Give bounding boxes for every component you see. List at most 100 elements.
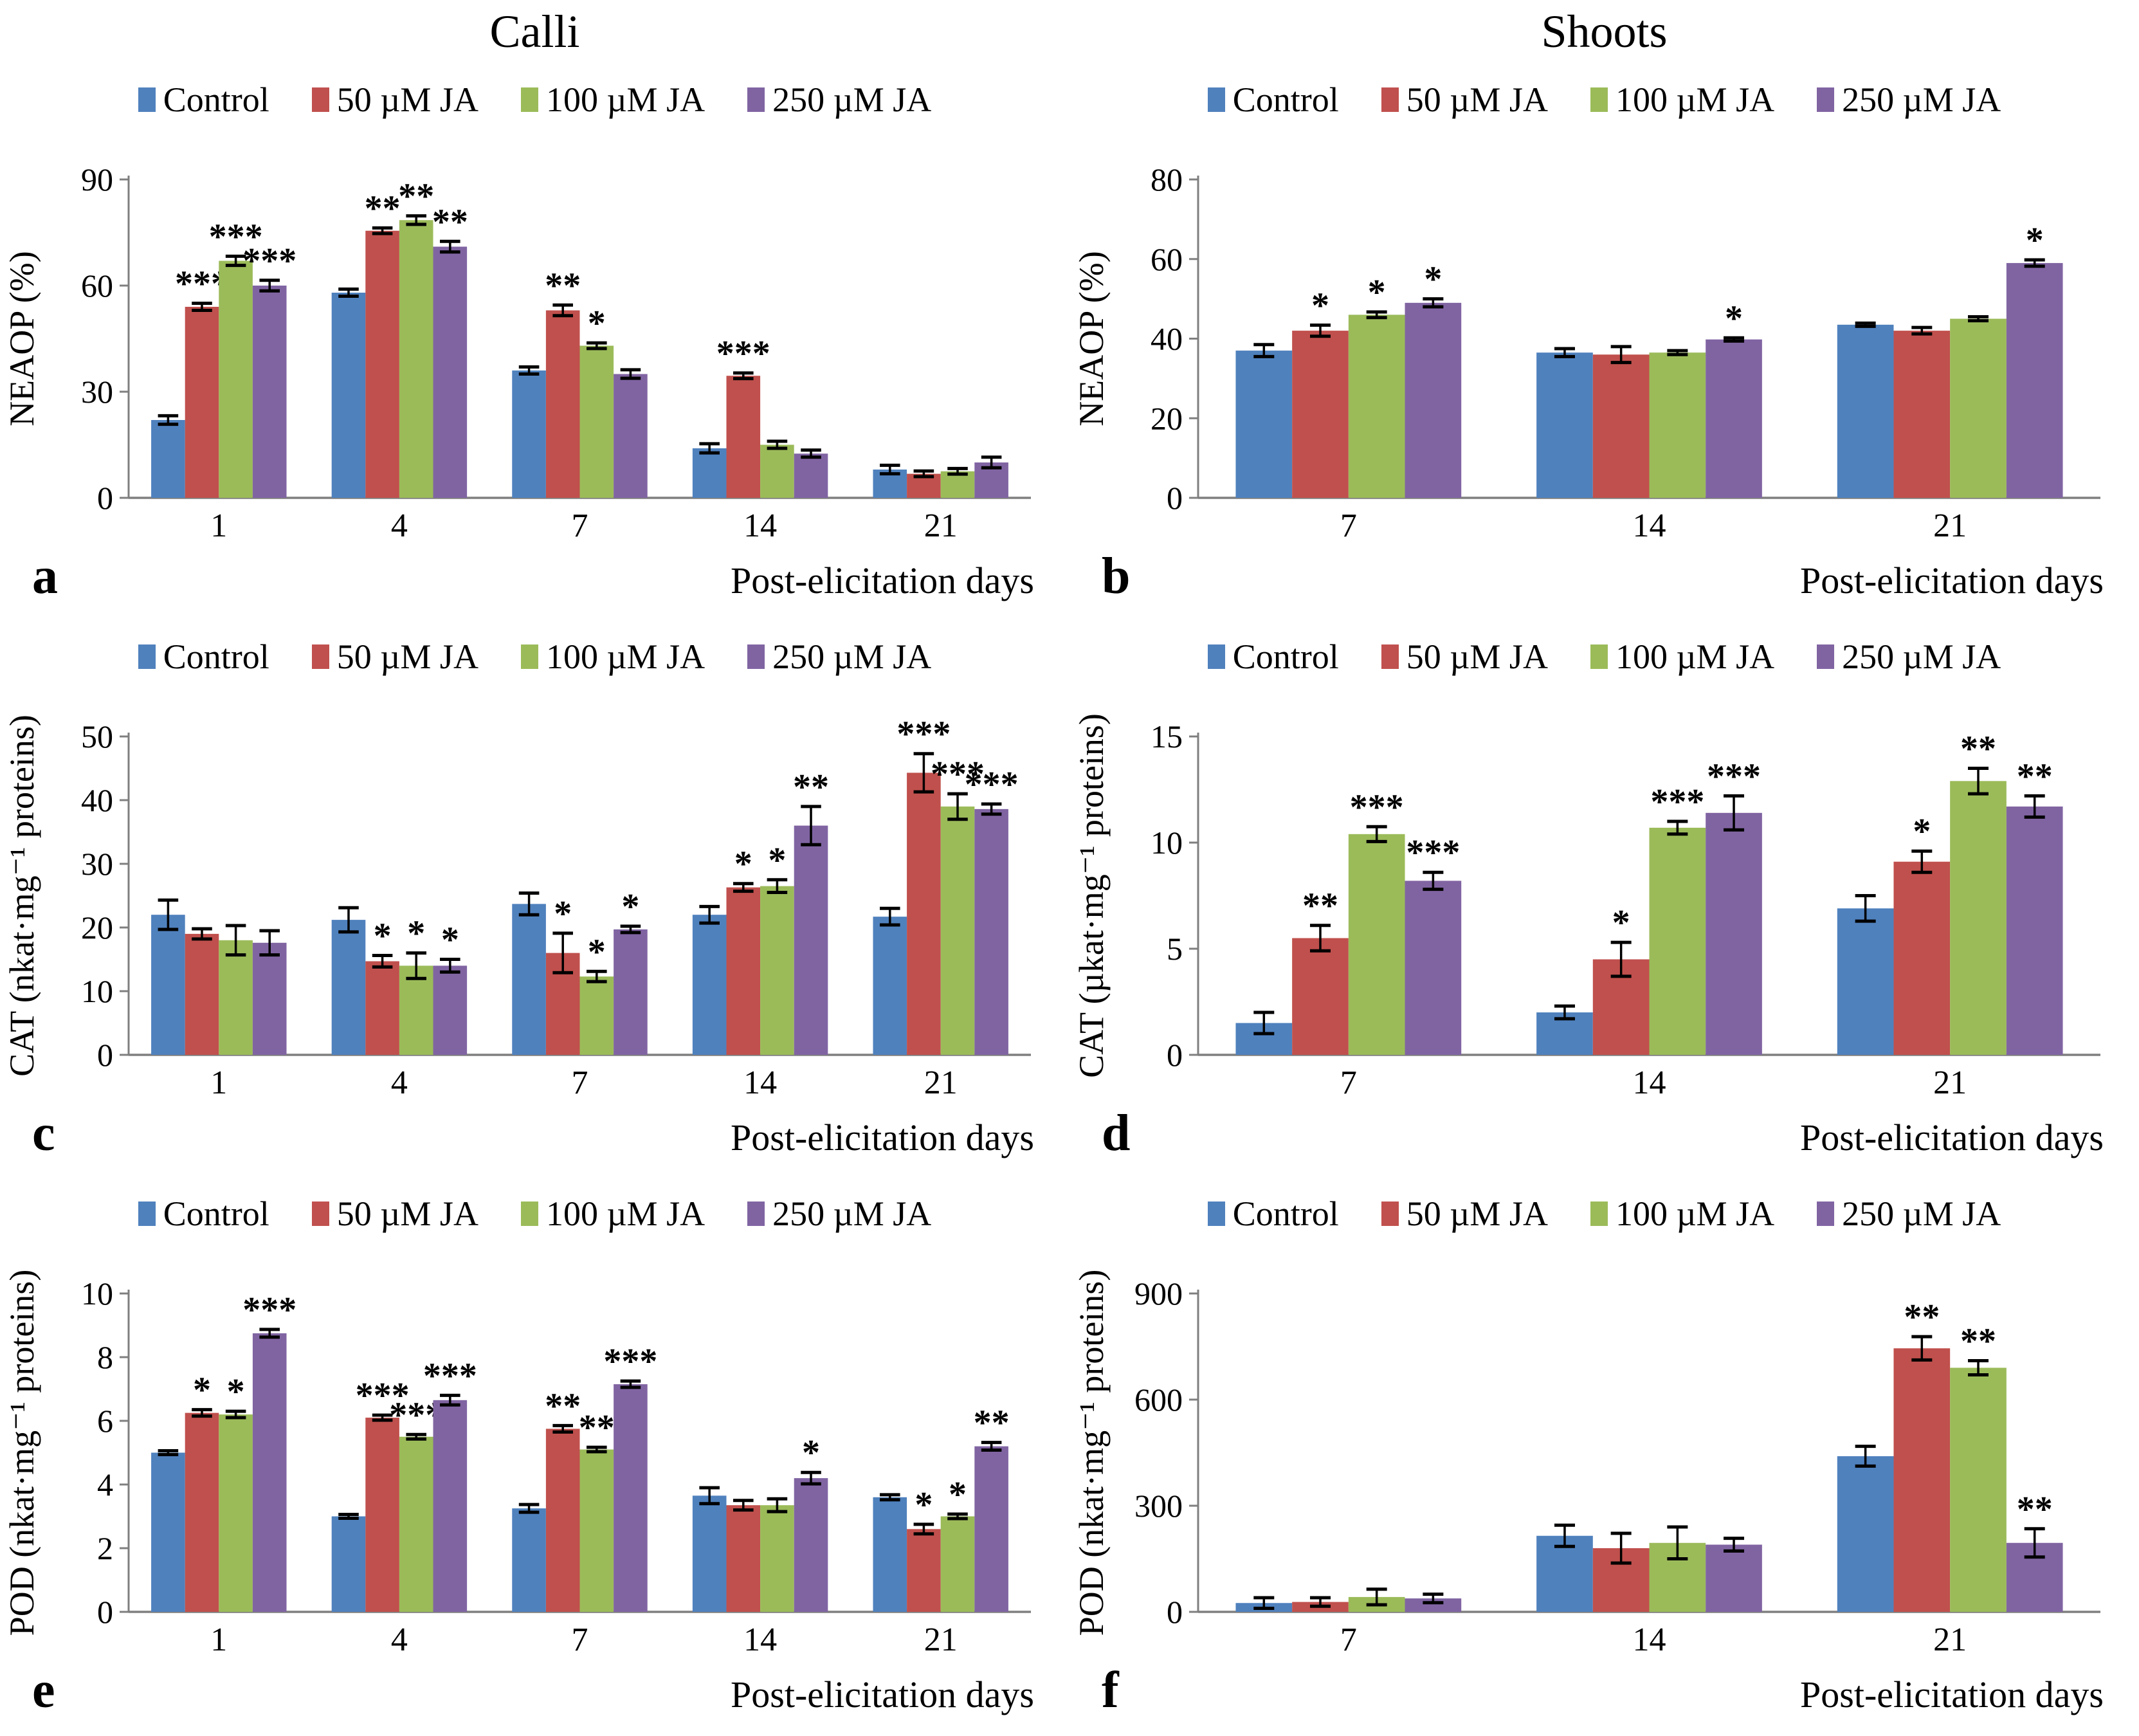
legend-swatch-icon bbox=[138, 644, 156, 669]
sig-label: ** bbox=[1904, 1297, 1940, 1337]
error-bar bbox=[552, 1423, 573, 1434]
error-bar bbox=[1855, 894, 1876, 923]
y-axis-title: CAT (µkat·mg⁻¹ proteins) bbox=[1072, 713, 1111, 1078]
legend-item: Control bbox=[138, 80, 269, 120]
sig-label: *** bbox=[209, 217, 263, 257]
error-bar bbox=[372, 954, 393, 969]
error-bar bbox=[1423, 297, 1444, 309]
x-axis-title: Post-elicitation days bbox=[1800, 560, 2104, 601]
error-bar bbox=[2024, 258, 2045, 268]
error-bar bbox=[259, 279, 280, 293]
error-bar bbox=[699, 904, 720, 925]
legend-item: Control bbox=[1207, 637, 1339, 677]
legend-swatch-icon bbox=[1590, 1201, 1608, 1226]
sig-label: *** bbox=[1707, 756, 1761, 796]
column-title-calli: Calli bbox=[489, 6, 580, 57]
bar bbox=[692, 915, 727, 1055]
legend: Control 50 µM JA 100 µM JA 250 µM JA bbox=[0, 64, 1070, 125]
sig-label: *** bbox=[965, 765, 1019, 805]
x-axis-title: Post-elicitation days bbox=[1800, 1117, 2104, 1158]
sig-label: *** bbox=[1650, 782, 1704, 822]
y-tick-label: 40 bbox=[81, 782, 113, 818]
error-bar bbox=[620, 1379, 641, 1389]
bar bbox=[760, 1505, 794, 1612]
legend-swatch-icon bbox=[1381, 644, 1399, 669]
x-axis-title: Post-elicitation days bbox=[731, 560, 1034, 601]
sig-label: *** bbox=[1350, 787, 1404, 827]
sig-label: * bbox=[374, 917, 392, 956]
bar bbox=[219, 940, 253, 1055]
legend-label: 100 µM JA bbox=[1615, 637, 1775, 676]
error-bar bbox=[259, 929, 280, 957]
bar bbox=[545, 1429, 580, 1612]
bar bbox=[614, 374, 648, 498]
error-bar bbox=[1610, 1531, 1632, 1565]
x-category-label: 14 bbox=[1633, 1622, 1666, 1658]
bar bbox=[907, 1529, 941, 1612]
y-tick-label: 600 bbox=[1134, 1382, 1183, 1418]
bar bbox=[433, 965, 468, 1055]
x-category-label: 7 bbox=[572, 1622, 588, 1658]
panel-f: Control 50 µM JA 100 µM JA 250 µM JA 0 300 600… bbox=[1070, 1178, 2139, 1735]
legend: Control 50 µM JA 100 µM JA 250 µM JA bbox=[1070, 621, 2139, 682]
error-bar bbox=[1911, 1335, 1933, 1362]
legend-swatch-icon bbox=[520, 644, 538, 669]
bar bbox=[1235, 351, 1293, 498]
x-category-label: 14 bbox=[1633, 507, 1666, 544]
legend-label: 100 µM JA bbox=[545, 80, 705, 119]
y-tick-label: 300 bbox=[1134, 1488, 1183, 1524]
sig-label: ** bbox=[432, 202, 468, 242]
error-bar bbox=[158, 414, 179, 426]
legend-swatch-icon bbox=[1207, 87, 1225, 112]
bar bbox=[433, 246, 468, 498]
sig-label: * bbox=[227, 1372, 245, 1412]
x-category-label: 14 bbox=[1633, 1064, 1666, 1101]
error-bar bbox=[767, 439, 788, 450]
y-tick-label: 4 bbox=[97, 1466, 113, 1503]
error-bar bbox=[1554, 1523, 1575, 1548]
y-tick-label: 2 bbox=[97, 1530, 113, 1566]
legend-swatch-icon bbox=[520, 1201, 538, 1226]
legend: Control 50 µM JA 100 µM JA 250 µM JA bbox=[0, 1178, 1070, 1239]
error-bar bbox=[947, 792, 968, 821]
y-tick-label: 0 bbox=[1167, 1037, 1183, 1073]
bar bbox=[1893, 861, 1951, 1055]
bar bbox=[1592, 354, 1650, 498]
sig-label: * bbox=[1311, 286, 1329, 325]
legend-item: 50 µM JA bbox=[1381, 80, 1548, 120]
column-title-shoots: Shoots bbox=[1541, 6, 1668, 57]
y-axis-title: POD (nkat·mg⁻¹ proteins) bbox=[1072, 1270, 1111, 1636]
bar bbox=[794, 1478, 828, 1612]
error-bar bbox=[1366, 1587, 1387, 1607]
panel-bottom-row: e Post-elicitation days bbox=[0, 1665, 1070, 1716]
sig-label: * bbox=[193, 1371, 211, 1411]
sig-label: * bbox=[915, 1485, 933, 1525]
panel-b: Control 50 µM JA 100 µM JA 250 µM JA 0 20 40 60… bbox=[1070, 64, 2139, 621]
legend-swatch-icon bbox=[747, 644, 765, 669]
error-bar bbox=[879, 1493, 900, 1502]
legend-swatch-icon bbox=[1381, 87, 1399, 112]
y-tick-label: 0 bbox=[1167, 480, 1183, 516]
panel-letter: b bbox=[1102, 548, 1131, 605]
x-category-label: 21 bbox=[1933, 1622, 1967, 1658]
x-category-label: 21 bbox=[924, 1064, 958, 1101]
bar bbox=[726, 1505, 761, 1612]
legend-swatch-icon bbox=[747, 1201, 765, 1226]
y-tick-label: 30 bbox=[81, 374, 113, 410]
y-tick-label: 6 bbox=[97, 1403, 113, 1439]
bar bbox=[512, 370, 546, 498]
bar bbox=[331, 1516, 366, 1612]
panel-bottom-row: f Post-elicitation days bbox=[1070, 1665, 2139, 1716]
error-bar bbox=[372, 1413, 393, 1422]
error-bar bbox=[981, 1441, 1002, 1452]
x-category-label: 4 bbox=[391, 1622, 408, 1658]
error-bar bbox=[1610, 940, 1632, 978]
legend-label: 250 µM JA bbox=[772, 637, 932, 676]
bar bbox=[512, 904, 546, 1055]
legend-item: 100 µM JA bbox=[520, 637, 705, 677]
error-bar bbox=[767, 878, 788, 895]
bar bbox=[692, 1495, 727, 1612]
error-bar bbox=[552, 303, 573, 318]
